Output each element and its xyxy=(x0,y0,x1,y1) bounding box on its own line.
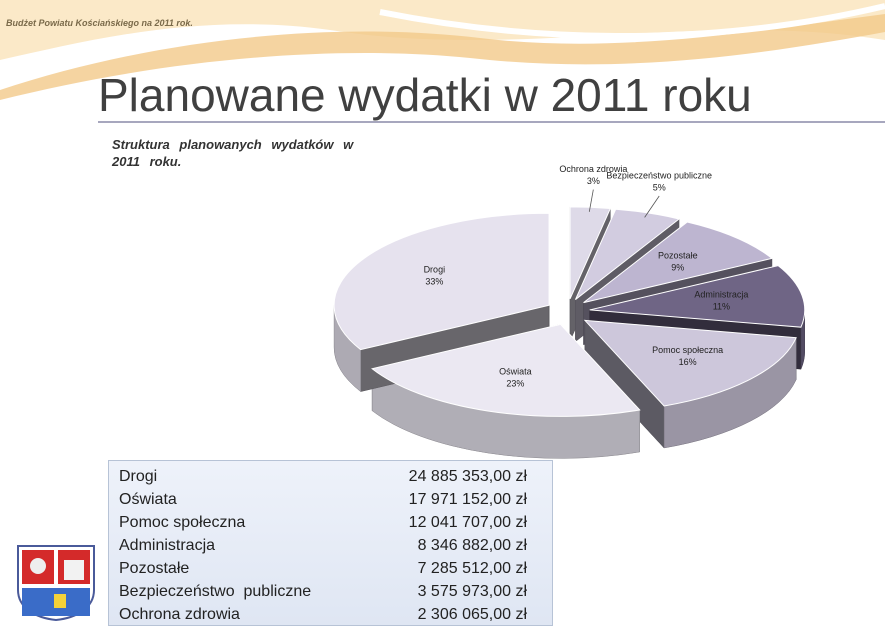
label-cell: Drogi xyxy=(119,465,349,488)
logo-house xyxy=(54,594,66,608)
slice-label: Drogi xyxy=(424,265,446,275)
slice-label: Pomoc społeczna xyxy=(652,345,723,355)
amount-cell: 17 971 152,00 zł xyxy=(349,488,527,511)
amount-cell: 7 285 512,00 zł xyxy=(349,557,527,580)
slice-value-label: 11% xyxy=(713,301,730,311)
slice-label: Pozostałe xyxy=(658,251,698,261)
amount-cell: 2 306 065,00 zł xyxy=(349,603,527,626)
slice-label: Oświata xyxy=(499,366,532,376)
label-cell: Ochrona zdrowia xyxy=(119,603,349,626)
logo xyxy=(18,546,94,620)
slice-value-label: 9% xyxy=(671,263,684,273)
amount-cell: 3 575 973,00 zł xyxy=(349,580,527,603)
logo-tower xyxy=(64,560,84,580)
slide-title: Planowane wydatki w 2011 roku xyxy=(98,68,752,122)
slice-tops xyxy=(334,207,805,417)
label-cell: Pomoc społeczna xyxy=(119,511,349,534)
slice-value-label: 33% xyxy=(425,277,443,287)
slice-value-label: 23% xyxy=(506,378,524,388)
slice-label: Bezpieczeństwo publiczne xyxy=(606,170,712,180)
slice-value-label: 5% xyxy=(653,182,666,192)
slice-value-label: 3% xyxy=(587,176,600,186)
slice-value-label: 16% xyxy=(679,357,697,367)
slide: Ochrona zdrowia 3% Bezpieczeństwo publiczn… xyxy=(0,0,885,626)
amount-cell: 24 885 353,00 zł xyxy=(349,465,527,488)
label-cell: Pozostałe xyxy=(119,557,349,580)
label-cell: Oświata xyxy=(119,488,349,511)
label-cell: Administracja xyxy=(119,534,349,557)
logo-eagle xyxy=(30,558,46,574)
amount-cell: 8 346 882,00 zł xyxy=(349,534,527,557)
header: Budżet Powiatu Kościańskiego na 2011 rok… xyxy=(6,18,193,28)
chart-title: Struktura planowanych wydatków w 2011 ro… xyxy=(112,136,382,170)
amount-cell: 12 041 707,00 zł xyxy=(349,511,527,534)
label-cell: Bezpieczeństwo publiczne xyxy=(119,580,349,603)
slice-label: Administracja xyxy=(694,289,748,299)
